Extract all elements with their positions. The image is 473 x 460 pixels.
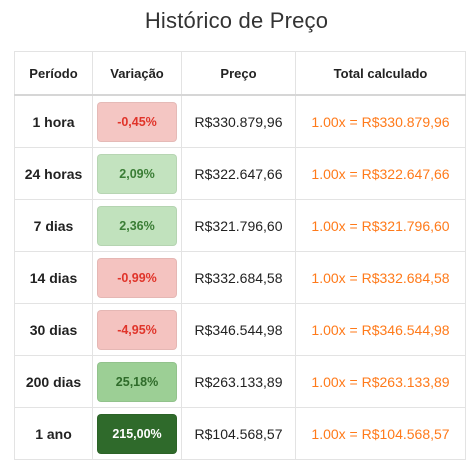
period-cell: 1 hora [14,94,93,148]
table-row: 7 dias 2,36% R$321.796,60 1.00x = R$321.… [14,199,466,252]
period-cell: 24 horas [14,147,93,200]
change-badge: -4,95% [97,309,177,350]
change-badge: 2,36% [97,205,177,246]
change-cell: -4,95% [92,303,182,356]
price-cell: R$332.684,58 [181,251,296,304]
period-cell: 14 dias [14,251,93,304]
change-cell: -0,45% [92,94,182,148]
total-cell: 1.00x = R$104.568,57 [295,407,466,460]
price-cell: R$104.568,57 [181,407,296,460]
table-row: 1 hora -0,45% R$330.879,96 1.00x = R$330… [14,94,466,148]
column-header-change: Variação [92,51,182,96]
change-cell: 215,00% [92,407,182,460]
period-cell: 7 dias [14,199,93,252]
total-cell: 1.00x = R$263.133,89 [295,355,466,408]
table-row: 1 ano 215,00% R$104.568,57 1.00x = R$104… [14,407,466,460]
total-cell: 1.00x = R$332.684,58 [295,251,466,304]
period-cell: 200 dias [14,355,93,408]
price-history-widget: Histórico de Preço Período Variação Preç… [14,8,466,460]
column-header-period: Período [14,51,93,96]
total-cell: 1.00x = R$322.647,66 [295,147,466,200]
change-badge: 25,18% [97,361,177,402]
period-cell: 30 dias [14,303,93,356]
change-cell: 2,09% [92,147,182,200]
price-cell: R$321.796,60 [181,199,296,252]
table-row: 14 dias -0,99% R$332.684,58 1.00x = R$33… [14,251,466,304]
total-cell: 1.00x = R$330.879,96 [295,94,466,148]
price-cell: R$322.647,66 [181,147,296,200]
change-badge: 2,09% [97,153,177,194]
price-cell: R$346.544,98 [181,303,296,356]
change-badge: 215,00% [97,413,177,454]
table-row: 24 horas 2,09% R$322.647,66 1.00x = R$32… [14,147,466,200]
table-header-row: Período Variação Preço Total calculado [14,51,466,96]
change-cell: -0,99% [92,251,182,304]
change-cell: 2,36% [92,199,182,252]
column-header-total: Total calculado [295,51,466,96]
table-row: 200 dias 25,18% R$263.133,89 1.00x = R$2… [14,355,466,408]
period-cell: 1 ano [14,407,93,460]
widget-title: Histórico de Preço [144,8,329,33]
column-header-price: Preço [181,51,296,96]
price-history-table: Período Variação Preço Total calculado 1… [14,51,466,460]
change-cell: 25,18% [92,355,182,408]
price-cell: R$330.879,96 [181,94,296,148]
change-badge: -0,45% [97,101,177,142]
total-cell: 1.00x = R$321.796,60 [295,199,466,252]
table-row: 30 dias -4,95% R$346.544,98 1.00x = R$34… [14,303,466,356]
total-cell: 1.00x = R$346.544,98 [295,303,466,356]
price-cell: R$263.133,89 [181,355,296,408]
change-badge: -0,99% [97,257,177,298]
